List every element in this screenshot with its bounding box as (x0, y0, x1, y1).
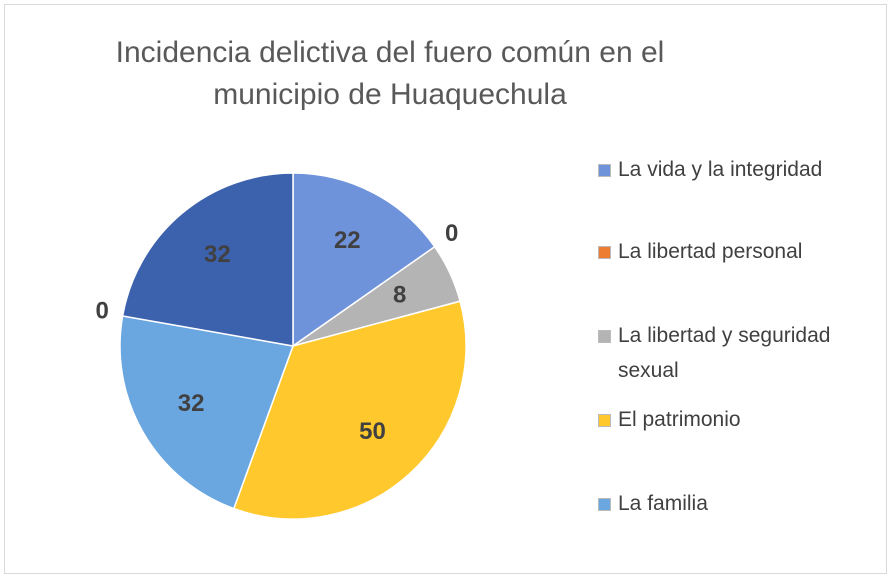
legend-label: La libertad y seguridad sexual (618, 324, 831, 382)
legend-label: La libertad personal (618, 240, 803, 263)
chart-title: Incidencia delictiva del fuero común en … (115, 36, 665, 111)
data-label: 0 (96, 298, 109, 325)
data-label: 0 (445, 220, 458, 247)
legend-label: La familia (618, 492, 708, 515)
legend-item: La vida y la integridad (596, 152, 886, 187)
legend-label: La vida y la integridad (618, 158, 823, 181)
data-label: 32 (178, 390, 205, 417)
legend-swatch (598, 330, 611, 343)
pie-slice (292, 172, 436, 348)
data-label: 8 (393, 282, 406, 309)
legend-item: El patrimonio (596, 402, 886, 437)
data-label: 22 (334, 227, 361, 254)
legend-item: La familia (596, 486, 886, 521)
pie-slice (121, 172, 294, 347)
legend-label: El patrimonio (618, 408, 741, 431)
legend-swatch (598, 164, 611, 177)
legend-item: La libertad personal (596, 234, 886, 269)
data-label: 50 (359, 418, 386, 445)
chart-frame (4, 4, 887, 574)
legend-swatch (598, 246, 611, 259)
pie-slice (232, 300, 467, 520)
legend-swatch (598, 414, 611, 427)
pie-slice (119, 315, 295, 510)
data-label: 32 (204, 241, 231, 268)
legend-item: La libertad y seguridad sexual (596, 318, 886, 388)
legend-swatch (598, 498, 611, 511)
